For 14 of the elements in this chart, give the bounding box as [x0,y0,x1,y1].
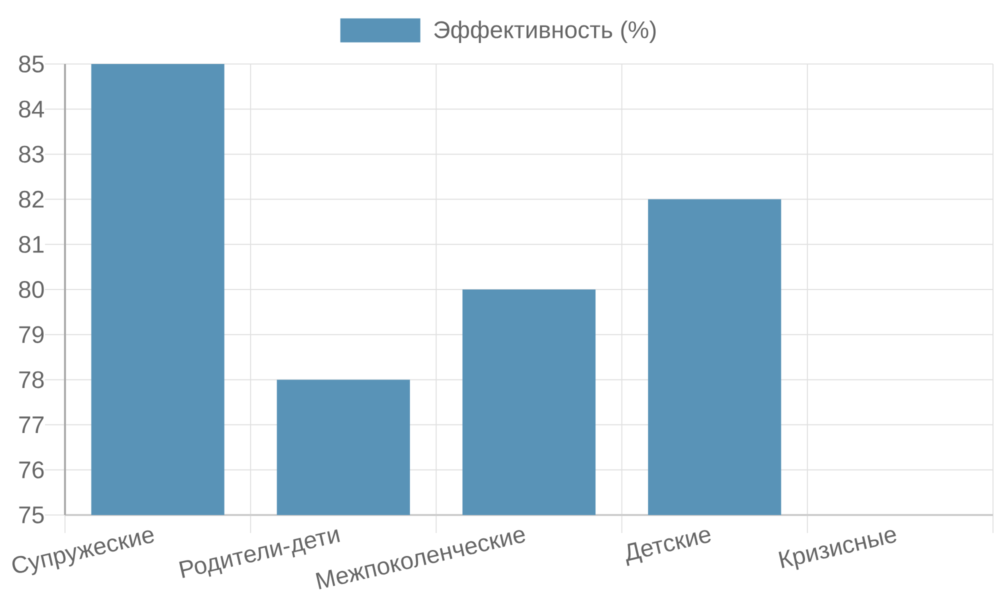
y-tick-label: 80 [19,280,44,298]
y-tick-label: 79 [19,326,44,344]
legend-label: Эффективность (%) [434,20,656,44]
y-tick-label: 76 [19,461,44,478]
y-tick-label: 78 [19,371,44,388]
y-tick-label: 75 [19,506,44,524]
y-tick-label: 84 [19,100,44,118]
y-tick-label: 83 [19,146,44,163]
x-tick-label: Кризисные [778,530,896,570]
y-tick-label: 81 [19,236,44,253]
x-tick-label: Детские [626,530,711,566]
y-tick-label: 85 [19,55,44,72]
y-tick-label: 77 [19,416,44,434]
y-tick-label: 82 [19,190,44,208]
